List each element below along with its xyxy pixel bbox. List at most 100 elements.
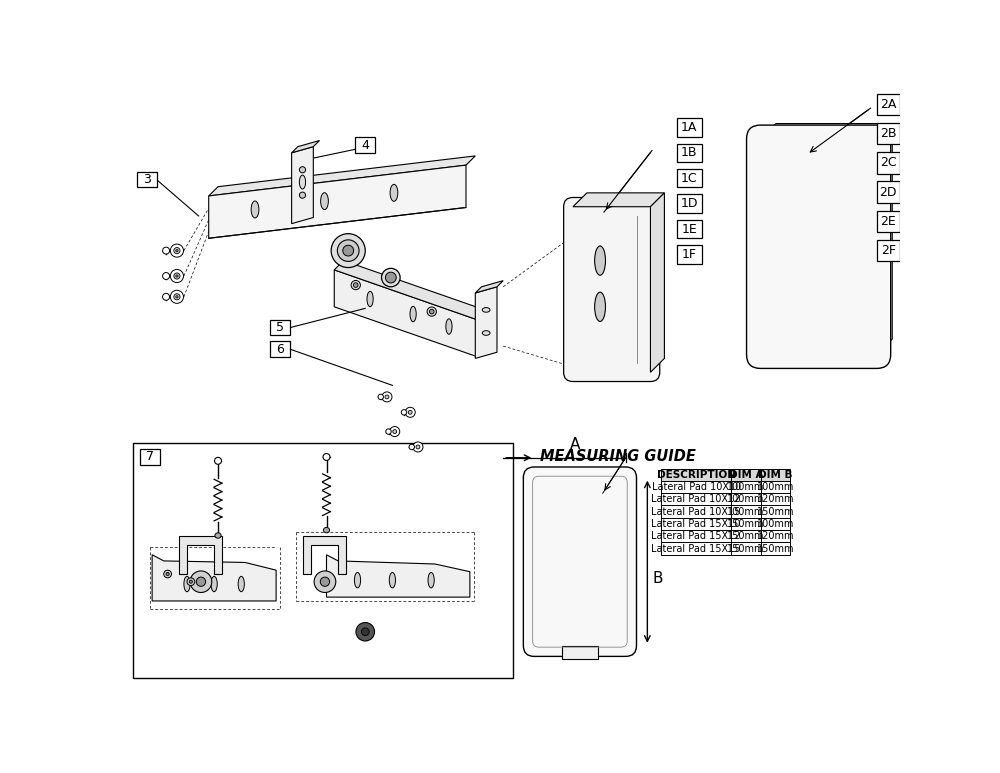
Text: 7: 7 xyxy=(146,451,154,464)
Bar xyxy=(270,320,290,335)
Bar xyxy=(731,468,761,481)
Bar xyxy=(661,481,731,493)
Text: 1A: 1A xyxy=(681,121,697,134)
Ellipse shape xyxy=(211,577,217,591)
Text: 2D: 2D xyxy=(880,186,897,199)
Ellipse shape xyxy=(390,184,398,201)
Ellipse shape xyxy=(174,247,180,254)
Bar xyxy=(355,138,375,153)
Bar xyxy=(761,518,790,530)
Bar xyxy=(661,543,731,555)
Ellipse shape xyxy=(386,429,391,434)
Circle shape xyxy=(190,571,212,592)
Bar xyxy=(137,172,157,188)
Text: 2F: 2F xyxy=(881,244,896,257)
Ellipse shape xyxy=(482,331,490,335)
Text: Lateral Pad 10X12: Lateral Pad 10X12 xyxy=(651,494,741,504)
FancyBboxPatch shape xyxy=(523,467,637,656)
Text: 120mm: 120mm xyxy=(756,494,794,504)
Ellipse shape xyxy=(184,577,190,591)
Circle shape xyxy=(189,581,192,584)
Polygon shape xyxy=(475,281,503,293)
Polygon shape xyxy=(303,536,346,574)
Ellipse shape xyxy=(176,275,178,278)
Text: 2A: 2A xyxy=(880,98,897,111)
FancyBboxPatch shape xyxy=(747,125,891,369)
Bar xyxy=(677,220,702,238)
Bar xyxy=(761,481,790,493)
Bar xyxy=(731,543,761,555)
Polygon shape xyxy=(475,287,497,359)
Ellipse shape xyxy=(170,244,184,257)
Polygon shape xyxy=(650,192,664,373)
Text: 2B: 2B xyxy=(880,127,897,140)
Ellipse shape xyxy=(215,458,221,465)
Ellipse shape xyxy=(176,295,178,298)
Bar xyxy=(761,506,790,518)
Bar xyxy=(761,493,790,506)
Ellipse shape xyxy=(408,410,412,414)
Polygon shape xyxy=(334,261,487,320)
Text: Lateral Pad 15X12: Lateral Pad 15X12 xyxy=(651,531,741,541)
Bar xyxy=(877,182,900,203)
Bar xyxy=(661,530,731,543)
Text: 2E: 2E xyxy=(881,215,896,228)
Bar xyxy=(731,481,761,493)
Text: 5: 5 xyxy=(276,321,284,334)
Text: B: B xyxy=(652,571,662,586)
Text: 100mm: 100mm xyxy=(757,519,794,529)
Ellipse shape xyxy=(238,577,244,591)
Polygon shape xyxy=(326,555,470,597)
Circle shape xyxy=(166,573,169,576)
Bar xyxy=(877,123,900,145)
Text: DESCRIPTION: DESCRIPTION xyxy=(657,470,736,480)
Bar xyxy=(677,245,702,264)
Text: 1D: 1D xyxy=(680,197,698,210)
Text: 100mm: 100mm xyxy=(727,482,764,492)
Polygon shape xyxy=(573,192,664,206)
Ellipse shape xyxy=(299,175,306,189)
Ellipse shape xyxy=(595,246,606,275)
Bar xyxy=(877,240,900,261)
Text: Lateral Pad 10X15: Lateral Pad 10X15 xyxy=(651,506,741,516)
Bar xyxy=(677,144,702,162)
Circle shape xyxy=(382,268,400,287)
Ellipse shape xyxy=(163,247,170,254)
Ellipse shape xyxy=(174,273,180,279)
Text: MEASURING GUIDE: MEASURING GUIDE xyxy=(540,448,696,464)
Ellipse shape xyxy=(251,201,259,218)
Text: DIM B: DIM B xyxy=(758,470,792,480)
Ellipse shape xyxy=(413,442,423,452)
Polygon shape xyxy=(292,141,320,153)
Ellipse shape xyxy=(163,293,170,300)
Circle shape xyxy=(337,240,359,261)
Ellipse shape xyxy=(176,250,178,252)
Text: DIM A: DIM A xyxy=(729,470,763,480)
Circle shape xyxy=(299,192,306,198)
Bar xyxy=(731,506,761,518)
Polygon shape xyxy=(587,192,664,359)
Bar xyxy=(877,210,900,232)
Bar xyxy=(270,342,290,357)
Ellipse shape xyxy=(389,573,395,588)
Text: 2C: 2C xyxy=(880,156,897,169)
Ellipse shape xyxy=(382,392,392,402)
Ellipse shape xyxy=(215,533,221,538)
Polygon shape xyxy=(562,645,598,659)
Ellipse shape xyxy=(393,430,397,434)
Ellipse shape xyxy=(595,292,606,322)
Ellipse shape xyxy=(163,273,170,280)
Bar xyxy=(677,169,702,188)
Ellipse shape xyxy=(170,291,184,303)
Polygon shape xyxy=(209,165,466,238)
Bar xyxy=(761,468,790,481)
Text: 1C: 1C xyxy=(681,172,698,185)
Ellipse shape xyxy=(323,454,330,461)
Circle shape xyxy=(353,283,358,288)
Bar xyxy=(661,518,731,530)
Text: 150mm: 150mm xyxy=(756,543,794,553)
Circle shape xyxy=(196,577,206,587)
Circle shape xyxy=(343,245,354,256)
Ellipse shape xyxy=(174,294,180,300)
Text: Lateral Pad 10X10: Lateral Pad 10X10 xyxy=(652,482,741,492)
